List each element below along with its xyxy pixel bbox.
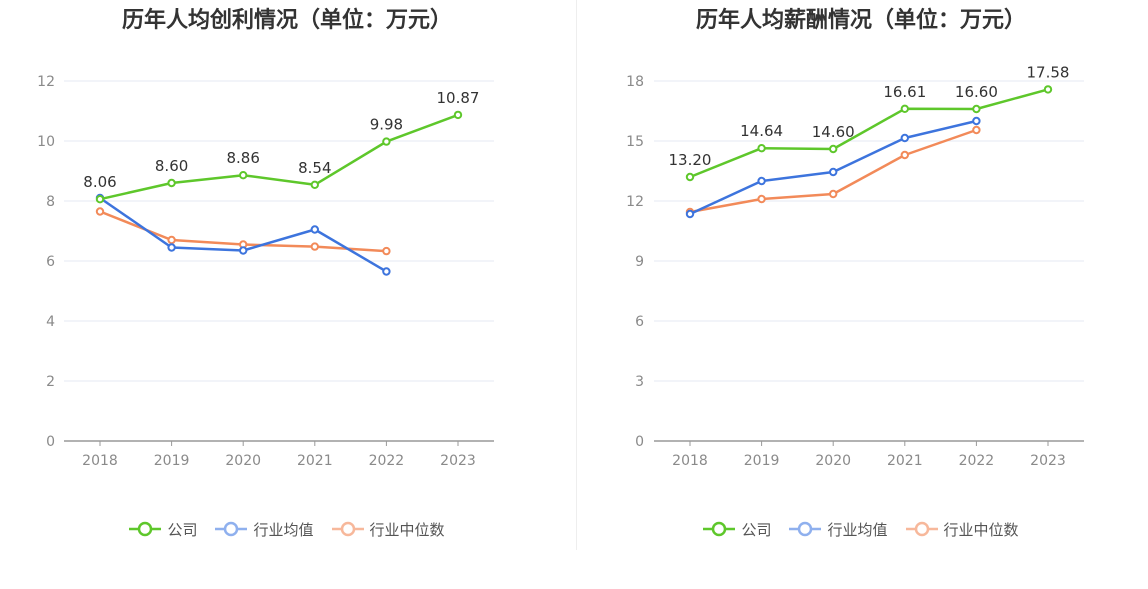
y-tick-label: 9 bbox=[635, 254, 644, 270]
legend-label: 行业均值 bbox=[827, 520, 888, 539]
data-label: 8.60 bbox=[155, 157, 188, 175]
legend-marker-icon bbox=[215, 521, 248, 537]
legend-label: 行业中位数 bbox=[943, 520, 1019, 539]
legend-item-industry-avg[interactable]: 行业均值 bbox=[215, 518, 314, 540]
y-tick-label: 12 bbox=[626, 194, 644, 210]
x-tick-label: 2018 bbox=[82, 453, 118, 469]
legend: 公司 行业均值 行业中位数 bbox=[0, 518, 574, 540]
data-point bbox=[310, 242, 319, 251]
data-point bbox=[95, 195, 105, 204]
data-point bbox=[900, 150, 909, 160]
data-label: 16.60 bbox=[955, 83, 998, 101]
legend-marker-icon bbox=[789, 521, 822, 537]
data-label: 14.60 bbox=[812, 123, 855, 141]
y-tick-label: 2 bbox=[46, 374, 55, 390]
data-label: 13.20 bbox=[669, 151, 712, 169]
data-label: 9.98 bbox=[370, 116, 403, 134]
data-label: 8.54 bbox=[298, 159, 331, 177]
data-point bbox=[95, 207, 105, 216]
data-point bbox=[972, 104, 981, 114]
x-tick-label: 2021 bbox=[887, 453, 923, 469]
series-line bbox=[689, 88, 1049, 179]
legend-marker-icon bbox=[129, 521, 162, 537]
y-tick-label: 15 bbox=[626, 134, 644, 150]
x-tick-label: 2020 bbox=[225, 453, 261, 469]
data-point bbox=[239, 171, 248, 180]
data-point bbox=[685, 172, 695, 182]
y-tick-label: 18 bbox=[626, 74, 644, 90]
legend-label: 行业均值 bbox=[253, 520, 314, 539]
data-label: 8.06 bbox=[83, 173, 116, 191]
legend-item-industry-avg[interactable]: 行业均值 bbox=[789, 518, 888, 540]
chart-title: 历年人均创利情况（单位：万元） bbox=[121, 8, 452, 33]
data-point bbox=[1043, 85, 1053, 94]
y-tick-label: 12 bbox=[37, 74, 55, 90]
series-line bbox=[99, 196, 388, 273]
data-label: 17.58 bbox=[1027, 63, 1070, 81]
data-point bbox=[239, 246, 248, 255]
legend-marker-icon bbox=[905, 521, 938, 537]
data-point bbox=[900, 133, 909, 143]
data-label: 14.64 bbox=[740, 122, 783, 140]
salary-line-chart: 0 3 6 9 12 15 18 2018 2019 2020 2021 2022 2023 13.20 1… bbox=[626, 63, 1084, 469]
data-point bbox=[382, 246, 391, 256]
data-point bbox=[829, 189, 838, 199]
data-point bbox=[382, 137, 391, 146]
legend-label: 公司 bbox=[167, 520, 198, 539]
profit-line-chart: 0 2 4 6 8 10 12 2018 2019 2020 2021 2022 2023 8.06 8.6… bbox=[37, 74, 494, 469]
y-tick-label: 6 bbox=[635, 314, 644, 330]
x-tick-label: 2023 bbox=[440, 453, 476, 469]
legend-item-company[interactable]: 公司 bbox=[129, 518, 197, 540]
x-tick-label: 2021 bbox=[297, 453, 333, 469]
data-point bbox=[900, 104, 909, 114]
salary-chart-panel: 历年人均薪酬情况（单位：万元） 0 3 6 9 12 15 18 2018 2019 2020 20… bbox=[574, 0, 1148, 589]
data-point bbox=[310, 225, 319, 234]
y-tick-label: 3 bbox=[635, 374, 644, 390]
panel-divider bbox=[576, 0, 577, 550]
y-tick-label: 0 bbox=[635, 434, 644, 450]
data-point bbox=[972, 125, 981, 135]
x-tick-label: 2020 bbox=[815, 453, 851, 469]
y-tick-label: 6 bbox=[46, 254, 55, 270]
data-point bbox=[167, 243, 176, 252]
data-point bbox=[453, 110, 463, 120]
y-tick-label: 8 bbox=[46, 194, 55, 210]
legend-marker-icon bbox=[703, 521, 736, 537]
data-point bbox=[757, 144, 766, 153]
y-tick-label: 0 bbox=[46, 434, 55, 450]
legend: 公司 行业均值 行业中位数 bbox=[574, 518, 1148, 540]
series-line bbox=[99, 113, 459, 201]
data-point bbox=[972, 116, 981, 126]
x-tick-label: 2019 bbox=[744, 453, 780, 469]
x-tick-label: 2022 bbox=[369, 453, 405, 469]
data-point bbox=[382, 267, 391, 276]
y-tick-label: 10 bbox=[37, 134, 55, 150]
legend-item-company[interactable]: 公司 bbox=[703, 518, 771, 540]
legend-label: 行业中位数 bbox=[369, 520, 445, 539]
data-point bbox=[167, 178, 176, 188]
data-point bbox=[829, 167, 838, 177]
x-tick-label: 2019 bbox=[154, 453, 190, 469]
x-tick-label: 2023 bbox=[1030, 453, 1066, 469]
data-point bbox=[685, 209, 695, 219]
y-tick-label: 4 bbox=[46, 314, 55, 330]
legend-label: 公司 bbox=[741, 520, 772, 539]
data-point bbox=[167, 235, 176, 245]
data-point bbox=[757, 176, 766, 186]
legend-item-industry-median[interactable]: 行业中位数 bbox=[331, 518, 445, 540]
x-tick-label: 2018 bbox=[672, 453, 708, 469]
chart-title: 历年人均薪酬情况（单位：万元） bbox=[695, 8, 1026, 33]
x-tick-label: 2022 bbox=[959, 453, 995, 469]
data-label: 8.86 bbox=[226, 149, 259, 167]
legend-item-industry-median[interactable]: 行业中位数 bbox=[905, 518, 1019, 540]
data-point bbox=[829, 144, 838, 154]
legend-marker-icon bbox=[331, 521, 364, 537]
data-label: 16.61 bbox=[883, 83, 926, 101]
data-point bbox=[757, 194, 766, 204]
profit-chart-panel: 历年人均创利情况（单位：万元） 0 2 4 6 8 10 12 2018 2019 2020 202… bbox=[0, 8, 574, 540]
data-label: 10.87 bbox=[437, 89, 480, 107]
data-point bbox=[310, 180, 319, 190]
